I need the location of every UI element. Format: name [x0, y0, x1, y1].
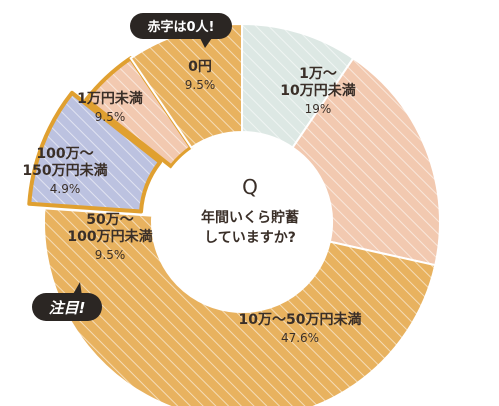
slice-value-label-1: 19%: [305, 102, 332, 116]
slice-hatch-4: [86, 58, 192, 167]
slice-value-label-5: 9.5%: [95, 110, 126, 124]
callout-deficit-text: 赤字は0人!: [148, 19, 215, 35]
slice-label-3-line-1: 100万円未満: [67, 228, 152, 245]
slice-hatch-1: [292, 58, 440, 266]
center-line-2: していますか?: [204, 230, 296, 246]
slice-hatch-5: [130, 24, 242, 148]
slice-value-label-0: 9.5%: [185, 78, 216, 92]
callout-deficit-tail: [200, 38, 212, 48]
slice-highlight-3: [27, 90, 163, 214]
slice-label-5-line-0: 1万円未満: [77, 90, 143, 107]
callout-deficit-bg: [130, 13, 232, 39]
slice-label-1-line-0: 1万～: [299, 66, 337, 82]
slice-hatch-2: [44, 208, 436, 406]
slice-value-label-4: 4.9%: [50, 182, 81, 196]
donut-slices: [27, 22, 441, 406]
center-q-mark: Q: [242, 175, 258, 199]
slice-label-1-line-1: 10万円未満: [280, 82, 355, 99]
center-question: Q 年間いくら貯蓄 していますか?: [201, 175, 299, 246]
center-line-1: 年間いくら貯蓄: [201, 209, 299, 226]
slice-label-0-line-0: 0円: [188, 59, 212, 75]
callout-attention-text: 注目!: [49, 299, 86, 317]
slice-value-label-3: 9.5%: [95, 248, 126, 262]
slice-label-2-line-0: 10万～50万円未満: [239, 311, 362, 328]
callout-attention: 注目!: [32, 282, 102, 321]
slice-hatch-0: [242, 24, 354, 148]
callout-deficit-zero: 赤字は0人!: [130, 13, 232, 48]
slice-label-4-line-1: 150万円未満: [22, 162, 107, 179]
callout-attention-tail: [72, 282, 82, 296]
slice-label-3-line-0: 50万～: [86, 212, 133, 228]
callout-attention-bg: [32, 293, 102, 321]
slice-hatch-3: [29, 92, 161, 212]
slice-labels: 0円9.5%1万～10万円未満19%10万～50万円未満47.6%50万～100…: [22, 59, 361, 345]
donut-hole: [153, 133, 331, 311]
slice-value-label-2: 47.6%: [281, 331, 319, 345]
slice-label-4-line-0: 100万～: [36, 146, 93, 162]
